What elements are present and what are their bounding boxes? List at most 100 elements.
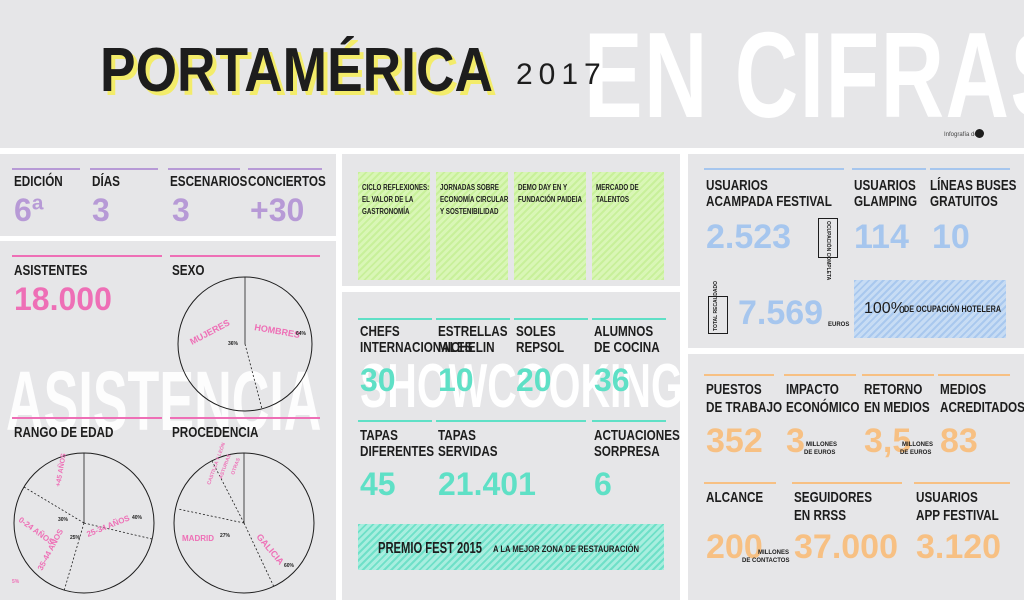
credit-text: Infografía de [944, 132, 978, 138]
activity-card: DEMO DAY EN Y FUNDACIÓN PAIDEIA [514, 172, 586, 280]
pie-divider [177, 508, 245, 524]
activity-text: DEMO DAY EN Y FUNDACIÓN PAIDEIA [518, 183, 583, 204]
procedencia-label: PROCEDENCIA [172, 424, 259, 441]
stat-unit: DE EUROS [804, 450, 836, 456]
showcooking-section: SHOWCOOKING CHEFS INTERNACIONALES 30 EST… [342, 292, 680, 600]
divider-h-top [0, 148, 1024, 154]
asistentes-label: ASISTENTES [14, 262, 88, 279]
edad-45-pct: 5% [12, 579, 20, 585]
stat-label: DE COCINA [594, 339, 660, 356]
accent-bar [852, 168, 926, 170]
accent-bar [784, 374, 856, 376]
acampada-side-box: OCUPACIÓN COMPLETA [818, 218, 838, 280]
proc-madrid-pct: 27% [220, 533, 231, 539]
glamping-value: 114 [854, 218, 909, 256]
proc-galicia-label: GALICIA [254, 532, 286, 567]
stat-unit: MILLONES [806, 442, 837, 448]
pie-divider [63, 522, 85, 592]
edad-45-label: +45 AÑOS [53, 452, 68, 487]
stat-label: PUESTOS [706, 381, 762, 398]
accent-bar [914, 482, 1010, 484]
stat-label: DE TRABAJO [706, 399, 783, 416]
accent-bar [704, 374, 774, 376]
stat-unit: DE CONTACTOS [742, 558, 790, 564]
proc-galicia-pct: 60% [284, 563, 295, 569]
year-label: 2017 [516, 58, 607, 91]
stat-label: ESTRELLAS [438, 323, 508, 340]
stat-label: REPSOL [516, 339, 565, 356]
stat-value: 200 [706, 528, 763, 566]
glamping-label: GLAMPING [854, 193, 918, 210]
asistencia-watermark: ASISTENCIA [6, 354, 322, 448]
hotel-text: DE OCUPACIÓN HOTELERA [904, 304, 1002, 314]
accent-bar [592, 318, 666, 320]
edicion-value: 6ª [14, 192, 44, 228]
stat-value: 21.401 [438, 466, 536, 502]
sexo-pie-chart: MUJERES 36% HOMBRES 64% [177, 276, 313, 412]
festival-section: EDICIÓN 6ª DÍAS 3 ESCENARIOS 3 CONCIERTO… [0, 154, 336, 236]
stat-value: 30 [360, 362, 396, 398]
stat-label: SEGUIDORES [794, 489, 873, 506]
accent-bar [12, 417, 162, 419]
stat-label: TAPAS [360, 427, 398, 444]
activities-section: CICLO REFLEXIONES: EL VALOR DE LA GASTRO… [342, 154, 680, 286]
proc-other3-label: OTRAS [230, 457, 242, 476]
stat-label: IMPACTO [786, 381, 839, 398]
stat-label: ACREDITADOS [940, 399, 1024, 416]
stat-label: SERVIDAS [438, 443, 498, 460]
stat-label: TAPAS [438, 427, 476, 444]
stat-label: SOLES [516, 323, 556, 340]
buses-label: GRATUITOS [930, 193, 998, 210]
accent-bar [792, 482, 902, 484]
stat-value: 37.000 [794, 528, 898, 566]
accent-bar [862, 374, 934, 376]
accent-bar [168, 168, 240, 170]
activity-text: MERCADO DE TALENTOS [596, 183, 639, 204]
stat-unit: DE EUROS [900, 450, 932, 456]
acampada-label: ACAMPADA FESTIVAL [706, 193, 832, 210]
stat-label: USUARIOS [916, 489, 978, 506]
edad-25-34-pct: 40% [132, 515, 143, 521]
buses-value: 10 [932, 218, 970, 256]
stat-value: 3.120 [916, 528, 1002, 566]
escenarios-label: ESCENARIOS [170, 173, 248, 190]
conciertos-label: CONCIERTOS [248, 173, 326, 190]
accent-bar [592, 420, 666, 422]
stat-value: 3,5 [864, 422, 912, 460]
stat-value: 10 [438, 362, 474, 398]
stat-label: APP FESTIVAL [916, 507, 999, 524]
header: EN CIFRAS PORTAMÉRICA PORTAMÉRICA 2017 I… [0, 0, 1024, 150]
sexo-label: SEXO [172, 262, 205, 279]
accent-bar [358, 420, 432, 422]
sexo-mujeres-pct: 36% [228, 341, 239, 347]
total-side-box: TOTAL RECAUDADO [708, 281, 728, 334]
stat-label: INTERNACIONALES [360, 339, 473, 356]
accent-bar [248, 168, 322, 170]
impacto-section: PUESTOS DE TRABAJO 352 IMPACTO ECONÓMICO… [688, 354, 1024, 600]
premio-subtitle: A LA MEJOR ZONA DE RESTAURACIÓN [493, 544, 640, 554]
stat-label: EN MEDIOS [864, 399, 930, 416]
edad-pie-chart: +45 AÑOS 0-24 AÑOS 30% 25-34 AÑOS 40% 35… [12, 452, 155, 594]
total-value: 7.569 [738, 294, 824, 332]
acampada-label: USUARIOS [706, 177, 768, 194]
stat-label: ACTUACIONES [594, 427, 680, 444]
stat-value: 45 [360, 466, 396, 502]
stat-label: DIFERENTES [360, 443, 435, 460]
accent-bar [12, 255, 162, 257]
accent-bar [358, 318, 432, 320]
activity-text: CICLO REFLEXIONES: EL VALOR DE LA GASTRO… [362, 183, 430, 216]
stat-value: 83 [940, 422, 978, 460]
accent-bar [436, 318, 510, 320]
stat-unit: MILLONES [902, 442, 933, 448]
edad-0-24-pct: 30% [58, 517, 69, 523]
total-side-text: TOTAL RECAUDADO [713, 281, 719, 331]
divider-v-2 [680, 154, 688, 600]
stat-unit: MILLONES [758, 550, 789, 556]
stat-label: EN RRSS [794, 507, 847, 524]
title-portamerica-shadow: PORTAMÉRICA [104, 40, 497, 109]
glamping-label: USUARIOS [854, 177, 916, 194]
stat-label: CHEFS [360, 323, 400, 340]
alojamiento-section: USUARIOS ACAMPADA FESTIVAL 2.523 OCUPACI… [688, 154, 1024, 348]
stat-label: ECONÓMICO [786, 399, 860, 416]
stat-value: 20 [516, 362, 552, 398]
